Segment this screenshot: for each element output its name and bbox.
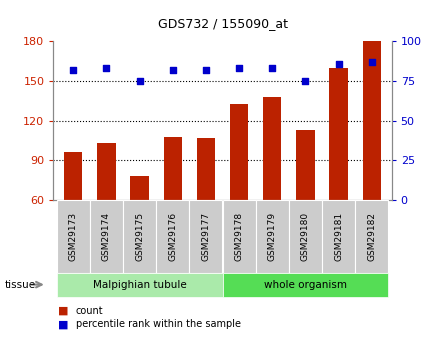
Point — [302, 78, 309, 84]
Text: GSM29181: GSM29181 — [334, 212, 343, 261]
Text: GSM29179: GSM29179 — [268, 212, 277, 261]
Point — [103, 66, 110, 71]
Text: GSM29175: GSM29175 — [135, 212, 144, 261]
Bar — [130, 176, 149, 200]
Text: whole organism: whole organism — [264, 280, 347, 289]
Text: GSM29173: GSM29173 — [69, 212, 78, 261]
Text: GSM29180: GSM29180 — [301, 212, 310, 261]
Text: GSM29177: GSM29177 — [202, 212, 210, 261]
Text: ■: ■ — [58, 319, 69, 329]
Point — [269, 66, 276, 71]
Point — [235, 66, 243, 71]
Point — [202, 67, 210, 73]
Point — [335, 61, 342, 66]
Text: percentile rank within the sample: percentile rank within the sample — [76, 319, 241, 329]
Text: count: count — [76, 306, 103, 315]
Bar — [197, 138, 215, 200]
Bar — [97, 143, 116, 200]
Text: GSM29182: GSM29182 — [367, 212, 376, 261]
Text: tissue: tissue — [4, 280, 36, 289]
Bar — [363, 41, 381, 200]
Text: ■: ■ — [58, 306, 69, 315]
Text: GDS732 / 155090_at: GDS732 / 155090_at — [158, 17, 287, 30]
Text: Malpighian tubule: Malpighian tubule — [93, 280, 186, 289]
Bar — [263, 97, 281, 200]
Point — [169, 67, 176, 73]
Bar — [329, 68, 348, 200]
Bar — [296, 130, 315, 200]
Text: GSM29176: GSM29176 — [168, 212, 177, 261]
Text: GSM29174: GSM29174 — [102, 212, 111, 261]
Bar — [164, 137, 182, 200]
Point — [136, 78, 143, 84]
Bar — [64, 152, 82, 200]
Point — [368, 59, 375, 65]
Point — [70, 67, 77, 73]
Text: GSM29178: GSM29178 — [235, 212, 243, 261]
Bar — [230, 104, 248, 200]
